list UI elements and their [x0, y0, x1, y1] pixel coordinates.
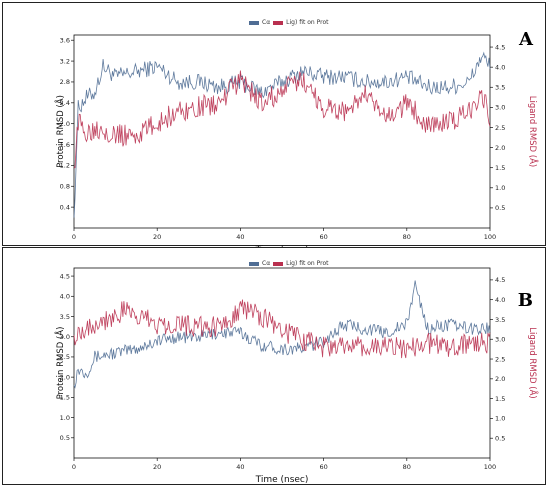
legend-a-protein-swatch: [249, 20, 259, 25]
y-right-tick-label: 4.5: [495, 43, 505, 51]
y-tick-label: 4.5: [60, 272, 70, 280]
x-tick-label: 40: [236, 233, 244, 241]
y-tick-label: 4.0: [60, 293, 70, 301]
y-right-tick-label: 0.5: [495, 435, 505, 443]
y-tick-label: 0.5: [60, 434, 70, 442]
y-tick-label: 1.2: [60, 162, 70, 170]
y-axis-label: Protein RMSD (Å): [54, 327, 66, 400]
y-right-tick-label: 2.5: [495, 124, 505, 132]
y-right-tick-label: 2.0: [495, 144, 505, 152]
y-axis-label: Protein RMSD (Å): [54, 95, 66, 168]
y-tick-label: 2.5: [60, 353, 70, 361]
series-ligand-line: [74, 70, 491, 169]
x-axis-label: Time (nsec): [255, 245, 309, 247]
y-tick-label: 0.4: [60, 203, 70, 211]
chart-panel-a: 0 20 40 60 80 100 0.4 0.8 1.2 1.6 2.0 2.4 2.8 3.2 3.6 0…: [2, 2, 546, 247]
y-tick-label: 2.0: [60, 120, 70, 128]
x-tick-label: 80: [403, 463, 411, 471]
y-tick-label: 1.6: [60, 141, 70, 149]
legend-b: Cα Lig) fit on Prot: [249, 260, 329, 267]
chart-b-svg: 0 20 40 60 80 100 0.5 1.0 1.5 2.0 2.5 3.0 3.5 4.0 4.5 0…: [54, 267, 539, 485]
series-protein-line: [73, 51, 491, 218]
y-tick-label: 2.0: [60, 373, 70, 381]
y-right-tick-label: 4.0: [495, 63, 505, 71]
x-tick-label: 100: [484, 463, 496, 471]
y-right-tick-label: 4.5: [495, 276, 505, 284]
y-right-tick-label: 3.0: [495, 104, 505, 112]
legend-a-ligand-label: Lig) fit on Prot: [286, 19, 329, 26]
y-tick-label: 3.2: [60, 57, 70, 65]
y-right-axis-label: Ligand RMSD (Å): [527, 327, 539, 399]
x-tick-label: 20: [153, 233, 161, 241]
legend-b-protein-swatch: [249, 261, 259, 266]
y-right-tick-label: 3.5: [495, 316, 505, 324]
y-right-tick-label: 3.0: [495, 336, 505, 344]
legend-a: Cα Lig) fit on Prot: [249, 19, 329, 26]
legend-b-ligand-label: Lig) fit on Prot: [286, 260, 329, 267]
x-tick-label: 0: [72, 233, 76, 241]
plot-frame: [73, 267, 491, 459]
panel-b-letter: B: [517, 290, 533, 311]
x-tick-label: 60: [319, 233, 327, 241]
panel-a-letter: A: [519, 29, 533, 50]
y-tick-label: 0.8: [60, 183, 70, 191]
y-right-tick-label: 0.5: [495, 204, 505, 212]
y-right-axis-label: Ligand RMSD (Å): [527, 96, 539, 168]
x-axis-label: Time (nsec): [255, 475, 309, 485]
chart-a-svg: 0 20 40 60 80 100 0.4 0.8 1.2 1.6 2.0 2.4 2.8 3.2 3.6 0…: [54, 34, 539, 247]
y-right-tick-label: 2.0: [495, 375, 505, 383]
y-tick-label: 2.4: [60, 99, 70, 107]
series-protein-line: [73, 280, 491, 389]
y-tick-label: 3.5: [60, 313, 70, 321]
chart-panel-b: 0 20 40 60 80 100 0.5 1.0 1.5 2.0 2.5 3.0 3.5 4.0 4.5 0…: [2, 247, 546, 485]
y-tick-label: 1.0: [60, 414, 70, 422]
x-tick-label: 100: [484, 233, 496, 241]
x-tick-label: 60: [319, 463, 327, 471]
plot-frame: [73, 34, 491, 229]
y-right-tick-label: 1.5: [495, 164, 505, 172]
y-right-tick-label: 1.0: [495, 184, 505, 192]
x-tick-label: 0: [72, 463, 76, 471]
y-tick-label: 3.6: [60, 37, 70, 45]
legend-b-protein-label: Cα: [262, 260, 271, 267]
y-right-tick-label: 2.5: [495, 355, 505, 363]
legend-a-protein-label: Cα: [262, 19, 271, 26]
y-tick-label: 3.0: [60, 333, 70, 341]
series-ligand-line: [73, 299, 491, 359]
x-tick-label: 80: [403, 233, 411, 241]
y-right-tick-label: 1.5: [495, 395, 505, 403]
y-tick-label: 1.5: [60, 394, 70, 402]
legend-a-ligand-swatch: [273, 20, 284, 25]
y-right-tick-label: 3.5: [495, 84, 505, 92]
x-tick-label: 20: [153, 463, 161, 471]
y-tick-label: 2.8: [60, 78, 70, 86]
x-tick-label: 40: [236, 463, 244, 471]
y-right-tick-label: 1.0: [495, 415, 505, 423]
legend-b-ligand-swatch: [273, 261, 284, 266]
y-right-tick-label: 4.0: [495, 296, 505, 304]
